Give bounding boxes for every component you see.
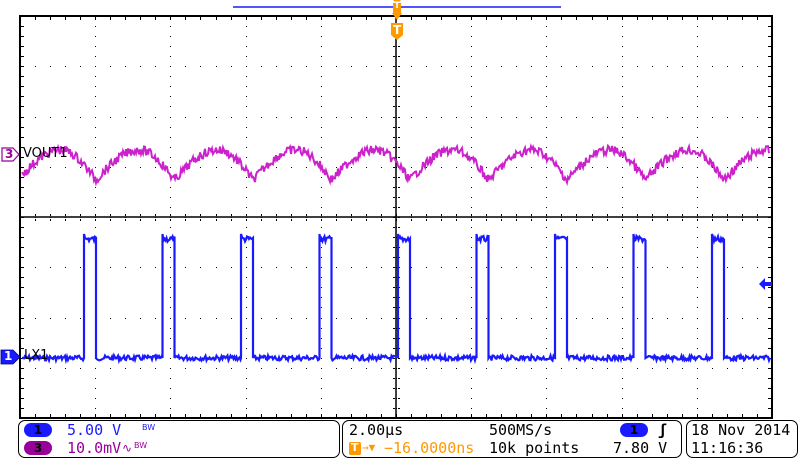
trigger-position-marker[interactable]: T [391,0,403,24]
trigger-source-badge[interactable]: 1 [620,423,648,437]
horizontal-settings-panel[interactable]: 2.00µs 500MS/s T →▼ −16.0000ns 10k point… [342,420,682,458]
ch3-scale: 10.0mV [67,439,122,457]
trigger-slope-rising-icon: ʃ [658,421,668,439]
sample-rate: 500MS/s [489,421,553,439]
ch1-badge[interactable]: 1 [24,423,52,437]
trace-label-lx1: LX1 [24,348,49,363]
datetime-panel: 18 Nov 2014 11:16:36 [686,420,798,458]
scope-display [19,15,773,419]
delay-arrow-icon: →▼ [362,441,376,454]
ch3-bw-limit-icon: BW [134,441,148,450]
time: 11:16:36 [691,439,764,457]
ch1-bw-limit-icon: BW [142,423,156,432]
ch1-scale: 5.00 V [67,421,122,439]
trigger-point-marker[interactable]: T [389,23,405,41]
ch1-ground-marker[interactable]: 1 [0,349,22,365]
ch3-badge[interactable]: 3 [24,441,52,455]
trigger-level-marker[interactable] [759,275,772,290]
trigger-delay-icon: T [349,441,361,455]
vertical-settings-panel[interactable]: 1 5.00 V BW 3 10.0mV ∿ BW [18,420,340,458]
ch3-ac-coupling-icon: ∿ [122,441,133,455]
horizontal-delay: −16.0000ns [384,439,475,457]
trace-label-vout1: VOUT1 [23,146,68,161]
graticule [19,15,773,419]
ch3-ground-marker[interactable]: 3 [1,147,21,162]
date: 18 Nov 2014 [691,421,791,439]
trigger-level: 7.80 V [613,439,668,457]
time-per-division: 2.00µs [349,421,404,439]
record-length: 10k points [489,439,580,457]
